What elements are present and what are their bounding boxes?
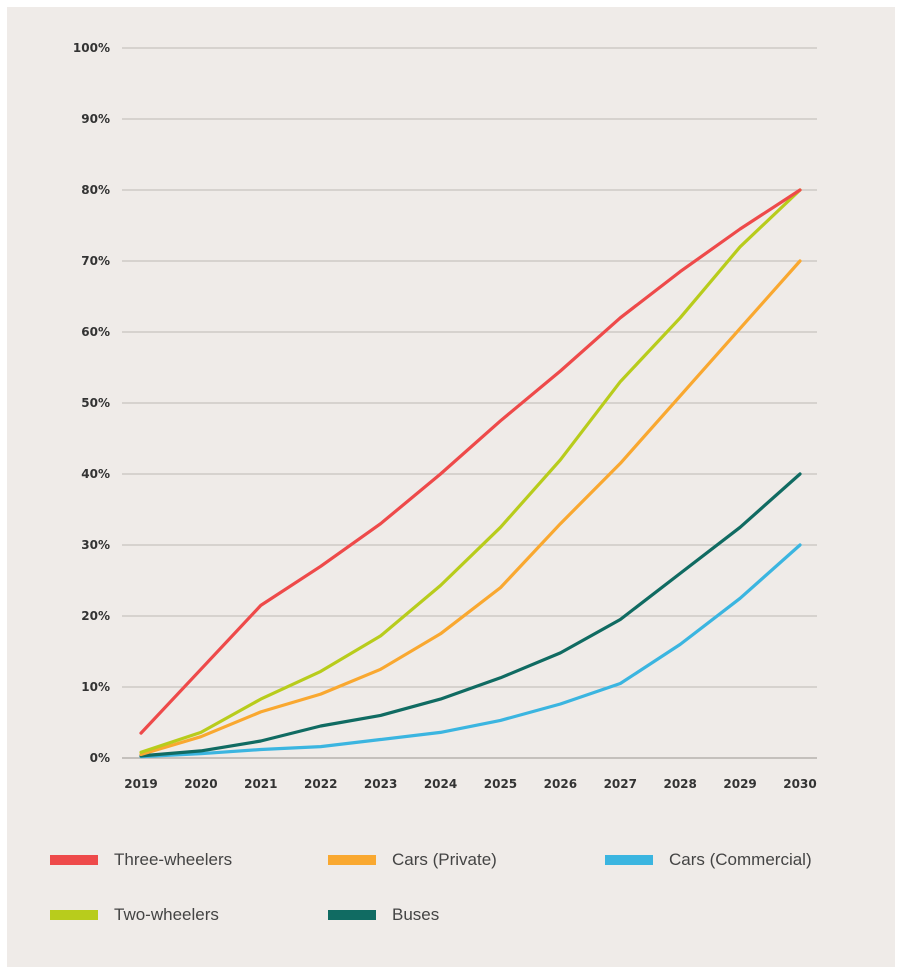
y-tick-label: 70% bbox=[81, 254, 110, 268]
x-tick-label: 2030 bbox=[783, 777, 816, 791]
y-tick-label: 100% bbox=[73, 41, 110, 55]
y-tick-label: 60% bbox=[81, 325, 110, 339]
gridlines bbox=[122, 47, 817, 759]
y-tick-label: 10% bbox=[81, 680, 110, 694]
chart-card: 0% 10% 20% 30% 40% 50% 60% 70% 80% 90% 100% 2019 20… bbox=[7, 7, 895, 967]
series-line-three-wheelers bbox=[139, 188, 802, 735]
x-tick-label: 2026 bbox=[544, 777, 577, 791]
series-line-cars-private bbox=[139, 259, 802, 757]
y-tick-label: 0% bbox=[90, 751, 110, 765]
x-tick-label: 2021 bbox=[244, 777, 277, 791]
series-line-buses bbox=[139, 472, 802, 758]
series-lines bbox=[139, 188, 802, 759]
line-chart: 0%10%20%30%40%50%60%70%80%90%100% 2019 20… bbox=[73, 41, 817, 791]
y-axis-ticks: 0% 10% 20% 30% 40% 50% 60% 70% 80% 90% 100% bbox=[73, 41, 110, 765]
series-line-two-wheelers bbox=[139, 188, 802, 754]
x-tick-label: 2027 bbox=[604, 777, 637, 791]
x-tick-label: 2028 bbox=[663, 777, 696, 791]
x-tick-label: 2022 bbox=[304, 777, 337, 791]
x-tick-label: 2024 bbox=[424, 777, 457, 791]
x-tick-label: 2025 bbox=[484, 777, 517, 791]
x-tick-label: 2023 bbox=[364, 777, 397, 791]
x-tick-label: 2019 bbox=[124, 777, 157, 791]
y-tick-label: 80% bbox=[81, 183, 110, 197]
y-tick-label: 90% bbox=[81, 112, 110, 126]
x-tick-label: 2020 bbox=[184, 777, 217, 791]
y-tick-label: 50% bbox=[81, 396, 110, 410]
series-line-cars-commercial bbox=[139, 543, 802, 759]
y-tick-label: 30% bbox=[81, 538, 110, 552]
y-tick-label: 20% bbox=[81, 609, 110, 623]
x-axis-ticks: 2019 2020 2021 2022 2023 2024 2025 2026 2027 2028… bbox=[124, 777, 816, 791]
x-tick-label: 2029 bbox=[723, 777, 756, 791]
y-tick-label: 40% bbox=[81, 467, 110, 481]
